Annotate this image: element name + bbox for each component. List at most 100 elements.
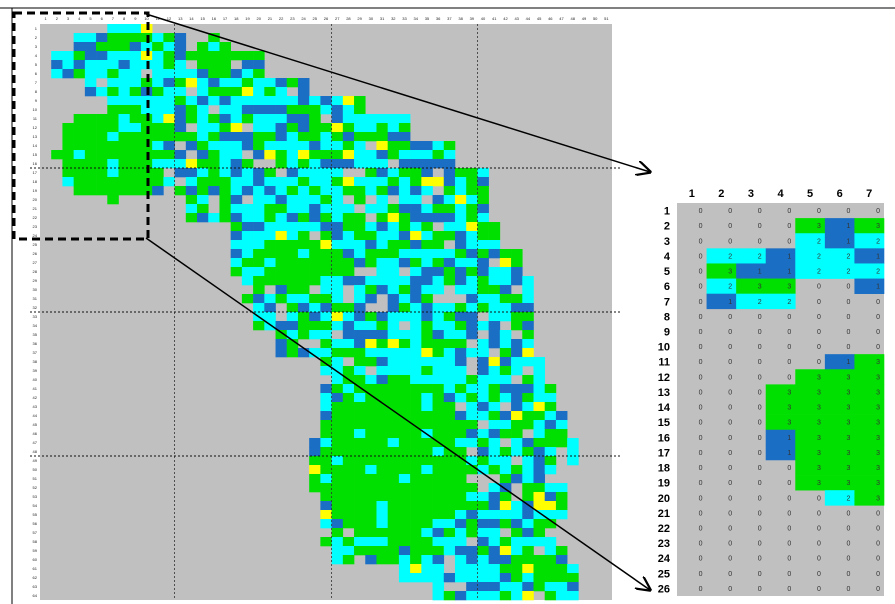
grid-cell	[286, 186, 299, 196]
main-column-number: 2	[56, 16, 59, 21]
grid-cell	[477, 195, 489, 205]
grid-cell	[286, 123, 299, 133]
grid-cell	[152, 177, 164, 187]
grid-cell	[466, 564, 478, 574]
grid-cell	[421, 141, 433, 151]
zoom-column-label: 4	[777, 188, 784, 200]
grid-cell	[555, 510, 568, 520]
grid-cell	[320, 132, 332, 142]
zoom-cell	[854, 490, 885, 506]
grid-cell	[253, 195, 265, 205]
grid-cell	[522, 411, 534, 421]
grid-cell	[342, 204, 355, 214]
grid-cell	[331, 267, 344, 277]
grid-cell	[342, 276, 355, 286]
grid-cell	[331, 474, 344, 484]
grid-cell	[410, 510, 422, 520]
zoom-cell-value: 0	[876, 556, 880, 563]
grid-cell	[264, 186, 276, 196]
grid-cell	[376, 456, 388, 466]
zoom-cell	[765, 278, 796, 294]
grid-cell	[488, 564, 501, 574]
grid-cell	[354, 546, 366, 556]
grid-cell	[376, 555, 388, 565]
grid-cell	[275, 258, 288, 268]
grid-cell	[219, 204, 231, 214]
grid-cell	[488, 492, 501, 502]
grid-cell	[163, 177, 175, 187]
grid-cell	[174, 42, 187, 52]
grid-cell	[331, 150, 344, 160]
grid-cell	[555, 411, 568, 421]
zoom-cell-value: 0	[758, 389, 762, 396]
grid-cell	[342, 519, 355, 529]
grid-cell	[354, 357, 366, 367]
zoom-cell-value: 2	[876, 238, 880, 245]
zoom-cell	[854, 444, 885, 461]
grid-cell	[342, 483, 355, 493]
zoom-cell-value: 0	[787, 556, 791, 563]
main-row-number: 26	[33, 251, 38, 256]
grid-cell	[533, 465, 546, 475]
grid-cell	[387, 294, 400, 304]
grid-cell	[410, 501, 422, 511]
grid-cell	[443, 303, 456, 313]
grid-cell	[286, 150, 299, 160]
grid-cell	[331, 528, 344, 538]
grid-cell	[185, 51, 198, 61]
grid-cell	[309, 447, 321, 457]
zoom-cell-value: 2	[817, 269, 821, 276]
grid-cell	[320, 366, 332, 376]
grid-cell	[466, 375, 478, 385]
main-row-number: 62	[33, 575, 38, 580]
zoom-cell-value: 0	[847, 208, 851, 215]
main-row-number: 28	[33, 269, 38, 274]
grid-cell	[309, 222, 321, 232]
grid-cell	[365, 294, 377, 304]
grid-cell	[533, 555, 546, 565]
grid-cell	[107, 168, 119, 178]
zoom-cell-value: 0	[728, 329, 732, 336]
grid-cell	[398, 303, 411, 313]
main-row-number: 19	[33, 188, 38, 193]
grid-cell	[387, 555, 400, 565]
grid-cell	[477, 231, 489, 241]
grid-cell	[454, 186, 467, 196]
grid-cell	[354, 258, 366, 268]
grid-cell	[443, 222, 456, 232]
grid-cell	[410, 231, 422, 241]
grid-cell	[522, 438, 534, 448]
grid-cell	[331, 546, 344, 556]
grid-cell	[533, 483, 546, 493]
grid-cell	[365, 510, 377, 520]
grid-cell	[342, 222, 355, 232]
grid-cell	[488, 276, 501, 286]
grid-cell	[511, 528, 523, 538]
grid-cell	[264, 87, 276, 97]
zoom-cell-value: 0	[758, 510, 762, 517]
grid-cell	[454, 447, 467, 457]
grid-cell	[96, 87, 108, 97]
grid-cell	[264, 303, 276, 313]
grid-cell	[342, 384, 355, 394]
grid-cell	[522, 312, 534, 322]
grid-cell	[376, 429, 388, 439]
grid-cell	[309, 312, 321, 322]
zoom-row-label: 1	[664, 206, 670, 218]
grid-cell	[443, 267, 456, 277]
grid-cell	[331, 456, 344, 466]
zoom-cell-value: 3	[847, 450, 851, 457]
grid-cell	[118, 24, 131, 34]
grid-cell	[286, 321, 299, 331]
zoom-cell-value: 0	[728, 314, 732, 321]
zoom-row-label: 17	[658, 447, 670, 459]
grid-cell	[511, 312, 523, 322]
grid-cell	[398, 330, 411, 340]
grid-cell	[410, 222, 422, 232]
grid-cell	[533, 564, 546, 574]
grid-cell	[241, 240, 254, 250]
main-column-number: 15	[200, 16, 205, 21]
grid-cell	[522, 420, 534, 430]
grid-cell	[286, 303, 299, 313]
grid-cell	[499, 411, 512, 421]
